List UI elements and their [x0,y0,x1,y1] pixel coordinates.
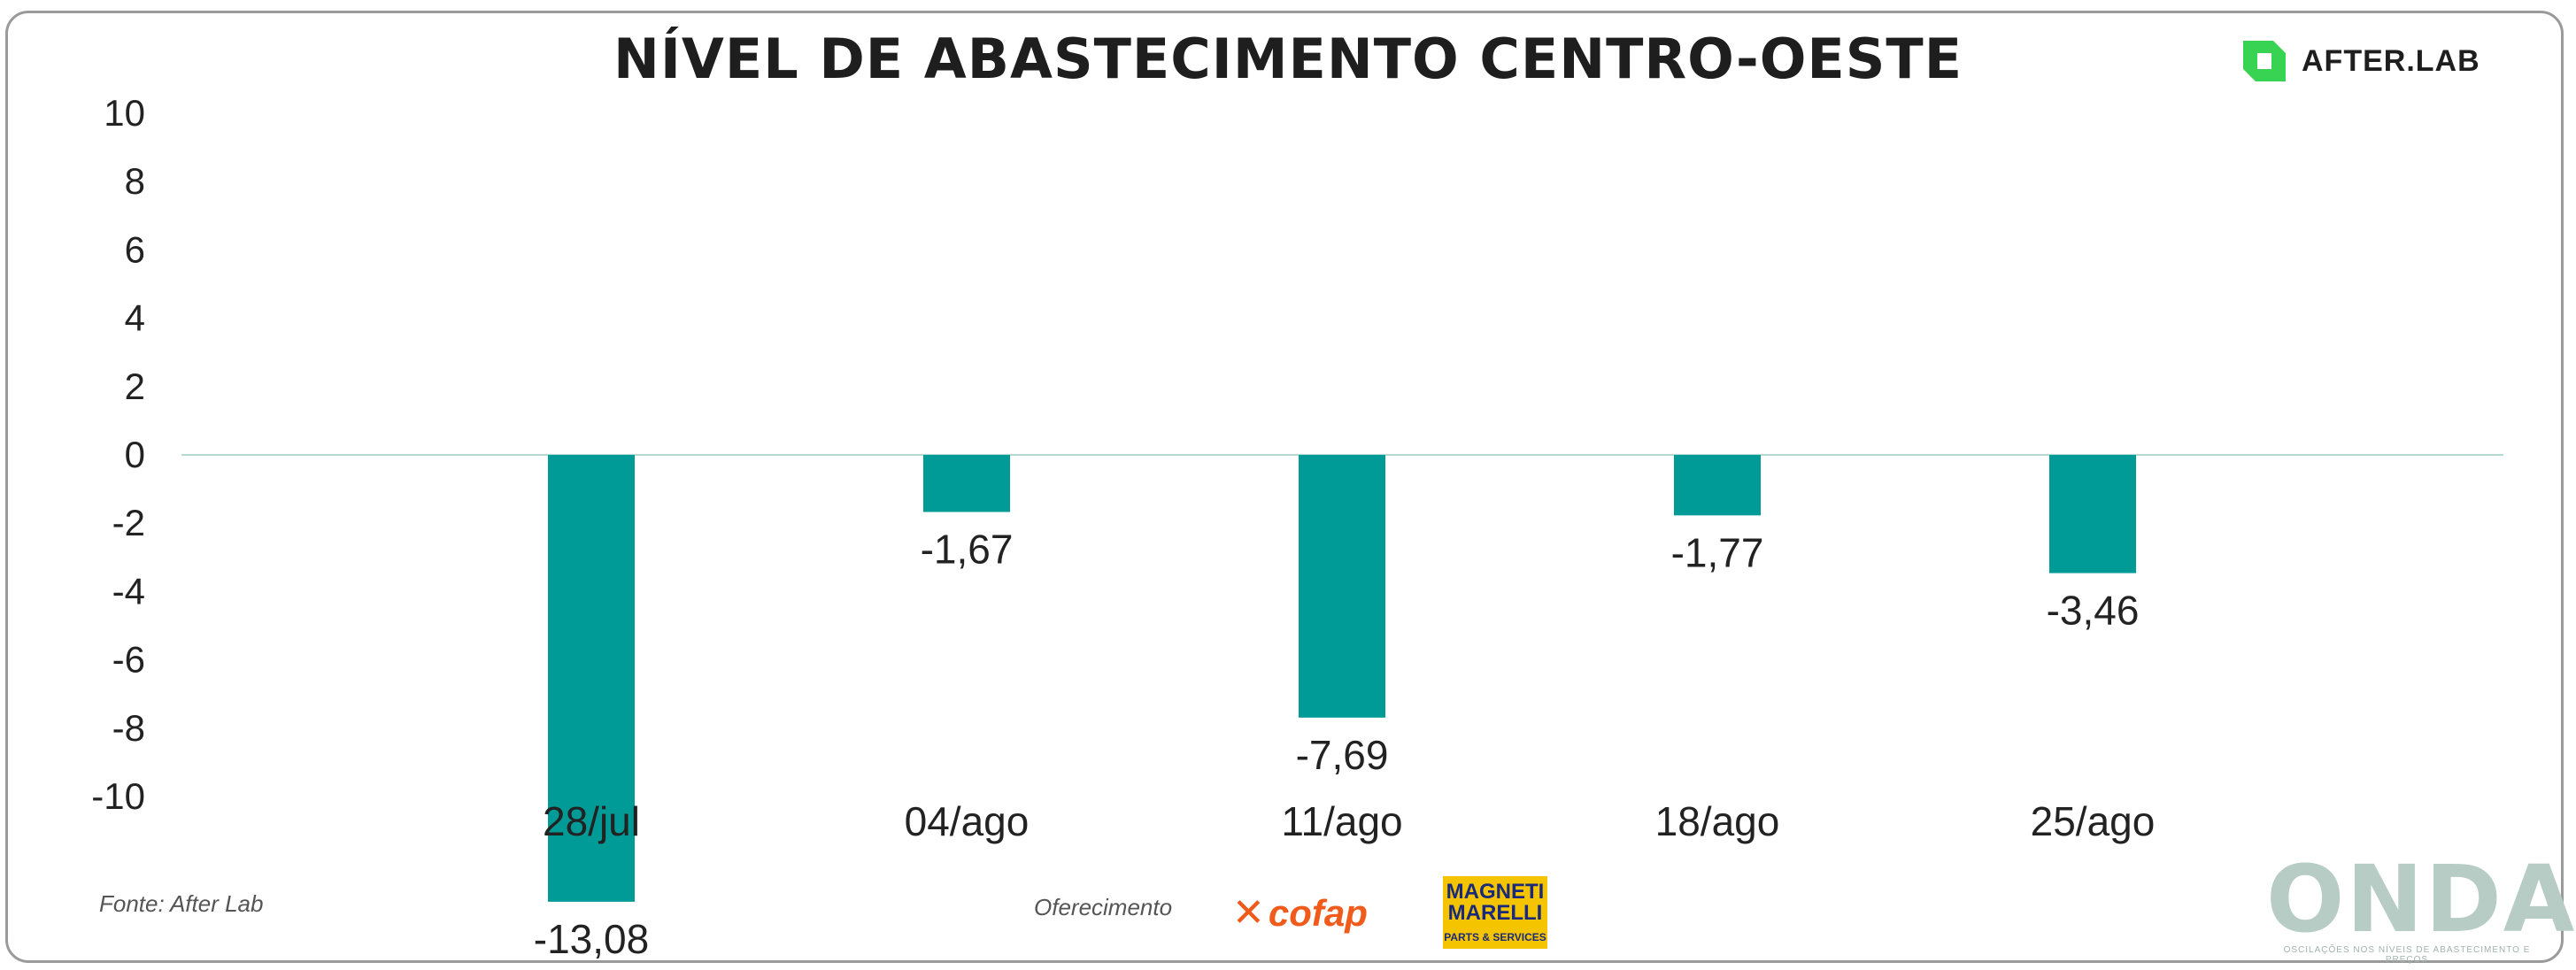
y-tick-label: 6 [125,228,145,270]
after-lab-logo: AFTER.LAB [2238,34,2480,89]
y-tick-label: 8 [125,160,145,202]
cofap-x-icon: ✕ [1232,891,1265,935]
x-tick-label: 28/jul [543,798,640,844]
bar [923,455,1010,512]
bar [1299,455,1385,718]
y-tick-label: -10 [91,775,145,817]
after-lab-logo-icon [2243,41,2286,81]
magneti-marelli-line2: MARELLI [1447,901,1543,925]
y-tick-label: 0 [125,434,145,475]
magneti-marelli-line1: MAGNETI [1446,880,1545,904]
sponsor-label: Oferecimento [1034,894,1173,920]
data-label: -1,77 [1671,529,1764,575]
chart-title: NÍVEL DE ABASTECIMENTO CENTRO-OESTE [613,27,1963,91]
y-tick-label: -6 [112,639,145,681]
x-tick-label: 04/ago [905,798,1030,844]
y-tick-label: 4 [125,297,145,339]
x-tick-label: 25/ago [2031,798,2156,844]
x-tick-label: 18/ago [1655,798,1780,844]
y-tick-label: 10 [104,92,145,134]
y-tick-label: -4 [112,570,145,612]
data-label: -13,08 [534,916,649,962]
data-label: -7,69 [1296,732,1389,778]
chart-card [5,11,2564,963]
cofap-logo: ✕ cofap [1232,890,1368,935]
y-tick-label: -2 [112,502,145,543]
magneti-marelli-logo: MAGNETI MARELLI PARTS & SERVICES [1443,876,1547,949]
bar [1674,455,1761,516]
x-tick-label: 11/ago [1281,798,1402,844]
onda-logo: ONDA OSCILAÇÕES NOS NÍVEIS DE ABASTECIME… [2266,845,2576,965]
cofap-logo-text: cofap [1268,891,1368,934]
bar [548,455,635,902]
bar [2049,455,2136,574]
magneti-marelli-tagline: PARTS & SERVICES [1444,931,1546,943]
y-tick-label: 2 [125,366,145,407]
data-label: -1,67 [921,526,1014,572]
after-lab-logo-text: AFTER.LAB [2302,43,2480,78]
data-label: -3,46 [2047,588,2140,634]
y-tick-label: -8 [112,707,145,749]
onda-logo-text: ONDA [2266,845,2576,953]
onda-tagline: OSCILAÇÕES NOS NÍVEIS DE ABASTECIMENTO E… [2283,945,2531,965]
source-note: Fonte: After Lab [99,890,264,917]
